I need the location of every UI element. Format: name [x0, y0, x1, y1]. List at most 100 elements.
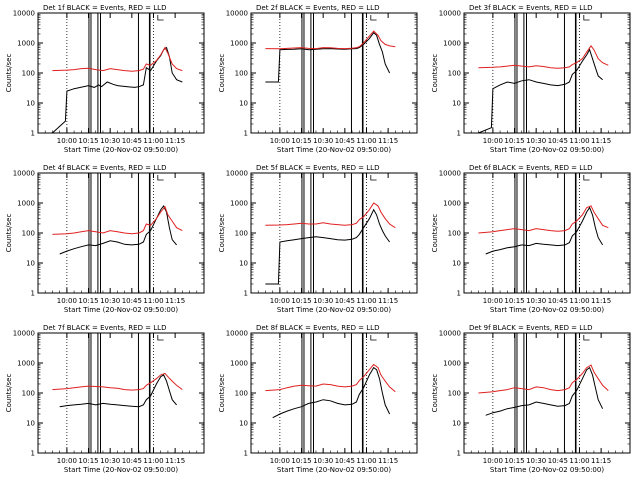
x-tick-label: 11:15 — [378, 457, 398, 465]
y-axis-label: Counts/sec — [5, 214, 13, 253]
y-tick-label: 1000 — [17, 40, 35, 48]
y-tick-label: 100 — [235, 390, 248, 398]
x-tick-label: 10:15 — [504, 457, 524, 465]
x-tick-label: 10:15 — [291, 297, 311, 305]
y-tick-label: 100 — [22, 70, 35, 78]
chart-title: Det 9f BLACK = Events, RED = LLD — [469, 324, 592, 332]
corner-marker — [583, 15, 590, 21]
y-tick-label: 1000 — [443, 200, 461, 208]
plot-frame — [37, 172, 205, 294]
corner-marker — [370, 15, 377, 21]
x-tick-label: 10:30 — [526, 137, 546, 145]
chart-panel-3: Det 3f BLACK = Events, RED = LLD 1 10 100 10… — [431, 4, 631, 154]
y-tick-label: 1000 — [443, 360, 461, 368]
y-tick-label: 10 — [239, 100, 248, 108]
x-axis-label: Start Time (20-Nov-02 09:50:00) — [277, 306, 391, 314]
plot-frame — [250, 172, 418, 294]
x-tick-label: 10:30 — [313, 457, 333, 465]
x-tick-label: 11:15 — [165, 457, 185, 465]
x-tick-label: 10:45 — [548, 297, 568, 305]
chart-panel-5: Det 5f BLACK = Events, RED = LLD 1 10 100 10… — [218, 164, 418, 314]
y-tick-label: 1 — [244, 450, 248, 458]
x-tick-label: 11:15 — [165, 297, 185, 305]
series-line-lld — [265, 202, 396, 229]
x-tick-label: 10:45 — [548, 137, 568, 145]
x-tick-label: 10:45 — [548, 457, 568, 465]
series-line-events — [52, 46, 183, 134]
y-tick-label: 1000 — [443, 40, 461, 48]
y-tick-label: 10000 — [13, 330, 35, 338]
series-line-events — [478, 48, 603, 134]
y-tick-label: 10 — [452, 260, 461, 268]
x-axis-label: Start Time (20-Nov-02 09:50:00) — [490, 306, 604, 314]
x-tick-label: 11:00 — [569, 457, 589, 465]
y-tick-label: 10 — [452, 420, 461, 428]
x-tick-label: 10:15 — [291, 137, 311, 145]
chart-panel-7: Det 7f BLACK = Events, RED = LLD 1 10 100 10… — [5, 324, 205, 474]
x-tick-label: 11:00 — [356, 297, 376, 305]
series-line-events — [272, 366, 391, 419]
x-tick-label: 10:30 — [526, 457, 546, 465]
y-tick-label: 1 — [457, 130, 461, 138]
corner-marker — [583, 175, 590, 181]
x-tick-label: 11:15 — [591, 457, 611, 465]
y-axis-label: Counts/sec — [431, 54, 439, 93]
x-axis-label: Start Time (20-Nov-02 09:50:00) — [490, 146, 604, 154]
chart-title: Det 5f BLACK = Events, RED = LLD — [256, 164, 379, 172]
plot-frame — [463, 172, 631, 294]
x-tick-label: 10:45 — [122, 297, 142, 305]
y-tick-label: 10000 — [226, 10, 248, 18]
y-axis-label: Counts/sec — [218, 54, 226, 93]
x-tick-label: 10:00 — [270, 137, 290, 145]
x-tick-label: 10:15 — [504, 297, 524, 305]
series-line-lld — [265, 30, 396, 50]
chart-panel-9: Det 9f BLACK = Events, RED = LLD 1 10 100 10… — [431, 324, 631, 474]
y-tick-label: 100 — [448, 70, 461, 78]
corner-marker — [157, 335, 164, 341]
corner-marker — [370, 335, 377, 341]
x-tick-label: 10:30 — [526, 297, 546, 305]
y-tick-label: 1000 — [17, 360, 35, 368]
chart-panel-2: Det 2f BLACK = Events, RED = LLD 1 10 100 10… — [218, 4, 418, 154]
y-tick-label: 100 — [22, 390, 35, 398]
series-line-events — [265, 31, 391, 83]
series-line-lld — [478, 364, 609, 394]
y-tick-label: 100 — [22, 230, 35, 238]
x-tick-label: 10:45 — [335, 297, 355, 305]
x-tick-label: 10:30 — [100, 137, 120, 145]
y-tick-label: 1 — [244, 290, 248, 298]
corner-marker — [583, 335, 590, 341]
x-tick-label: 10:30 — [100, 297, 120, 305]
series-line-lld — [478, 45, 609, 69]
y-tick-label: 10 — [26, 420, 35, 428]
y-axis-label: Counts/sec — [5, 54, 13, 93]
x-tick-label: 11:00 — [143, 457, 163, 465]
chart-panel-1: Det 1f BLACK = Events, RED = LLD 1 10 100 10… — [5, 4, 205, 154]
corner-marker — [370, 175, 377, 181]
chart-panel-8: Det 8f BLACK = Events, RED = LLD 1 10 100 10… — [218, 324, 418, 474]
chart-title: Det 3f BLACK = Events, RED = LLD — [469, 4, 592, 12]
chart-title: Det 8f BLACK = Events, RED = LLD — [256, 324, 379, 332]
y-axis-label: Counts/sec — [218, 374, 226, 413]
y-tick-label: 100 — [448, 390, 461, 398]
y-tick-label: 10000 — [226, 170, 248, 178]
y-tick-label: 1 — [31, 130, 35, 138]
y-tick-label: 10000 — [439, 170, 461, 178]
y-tick-label: 10 — [26, 260, 35, 268]
y-tick-label: 10000 — [13, 170, 35, 178]
x-tick-label: 11:15 — [378, 297, 398, 305]
x-tick-label: 11:15 — [591, 137, 611, 145]
x-tick-label: 11:00 — [356, 137, 376, 145]
series-line-lld — [478, 205, 609, 234]
chart-title: Det 1f BLACK = Events, RED = LLD — [43, 4, 166, 12]
x-tick-label: 10:30 — [313, 297, 333, 305]
chart-title: Det 4f BLACK = Events, RED = LLD — [43, 164, 166, 172]
series-line-events — [59, 374, 177, 408]
plot-frame — [463, 12, 631, 134]
series-line-lld — [52, 205, 183, 235]
y-tick-label: 1 — [457, 450, 461, 458]
x-tick-label: 10:15 — [504, 137, 524, 145]
y-axis-label: Counts/sec — [431, 214, 439, 253]
x-tick-label: 10:00 — [483, 297, 503, 305]
